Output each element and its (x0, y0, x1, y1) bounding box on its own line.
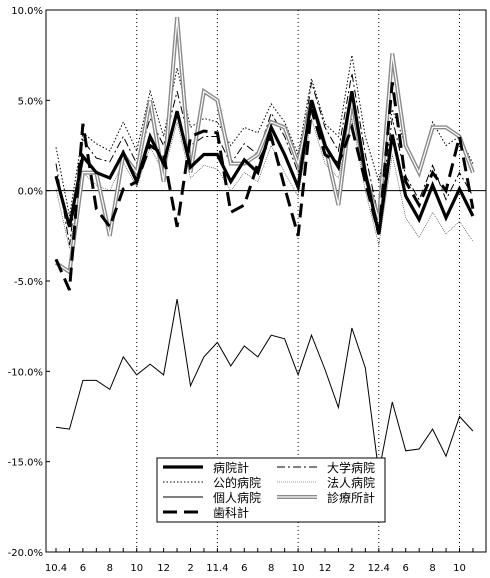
legend-label: 病院計 (213, 460, 249, 475)
series-line (55, 118, 474, 249)
legend-item: 診療所計 (277, 490, 375, 505)
series-lines (54, 17, 475, 473)
x-tick-label: 12.4 (368, 563, 390, 574)
x-tick-label: 6 (80, 563, 86, 574)
x-tick-label: 12 (319, 563, 332, 574)
y-tick-label: 0.0% (18, 187, 43, 198)
legend-label: 個人病院 (213, 490, 261, 505)
legend-item: 病院計 (163, 460, 249, 475)
x-tick-label: 2 (349, 563, 355, 574)
legend-item: 歯科計 (163, 505, 249, 520)
x-tick-label: 10 (453, 563, 466, 574)
legend-item: 大学病院 (277, 460, 375, 475)
y-tick-label: -10.0% (8, 367, 43, 378)
y-tick-label: -15.0% (8, 458, 43, 469)
series-thick (54, 91, 475, 235)
y-tick-label: 10.0% (11, 6, 43, 17)
legend-item: 法人病院 (277, 475, 375, 490)
legend-item: 公的病院 (163, 475, 261, 490)
legend-label: 診療所計 (327, 490, 375, 505)
legend-label: 歯科計 (213, 505, 249, 520)
x-tick-label: 12 (157, 563, 170, 574)
x-tick-label: 6 (403, 563, 409, 574)
x-tick-label: 10 (292, 563, 305, 574)
x-tick-label: 10 (130, 563, 143, 574)
legend-item: 個人病院 (163, 490, 261, 505)
y-axis-ticks: 10.0% 5.0% 0.0% -5.0% -10.0% -15.0% -20.0% (8, 6, 50, 559)
x-tick-label: 10.4 (45, 563, 67, 574)
x-axis-ticks: 10.4 6 8 10 12 2 11.4 6 8 10 12 2 12.4 6 8 10 (45, 548, 474, 574)
y-tick-label: 5.0% (18, 96, 43, 107)
legend-label: 公的病院 (213, 475, 261, 490)
legend-label: 法人病院 (327, 475, 375, 490)
series-thin (55, 299, 474, 473)
x-tick-label: 8 (429, 563, 435, 574)
series-line (54, 91, 475, 235)
x-tick-label: 8 (107, 563, 113, 574)
x-tick-label: 2 (187, 563, 193, 574)
y-tick-label: -5.0% (14, 277, 43, 288)
x-tick-label: 6 (241, 563, 247, 574)
x-tick-label: 11.4 (206, 563, 228, 574)
series-thinline (55, 118, 474, 249)
x-tick-label: 8 (268, 563, 274, 574)
series-line (55, 299, 474, 473)
legend-label: 大学病院 (327, 460, 375, 475)
y-tick-label: -20.0% (8, 548, 43, 559)
